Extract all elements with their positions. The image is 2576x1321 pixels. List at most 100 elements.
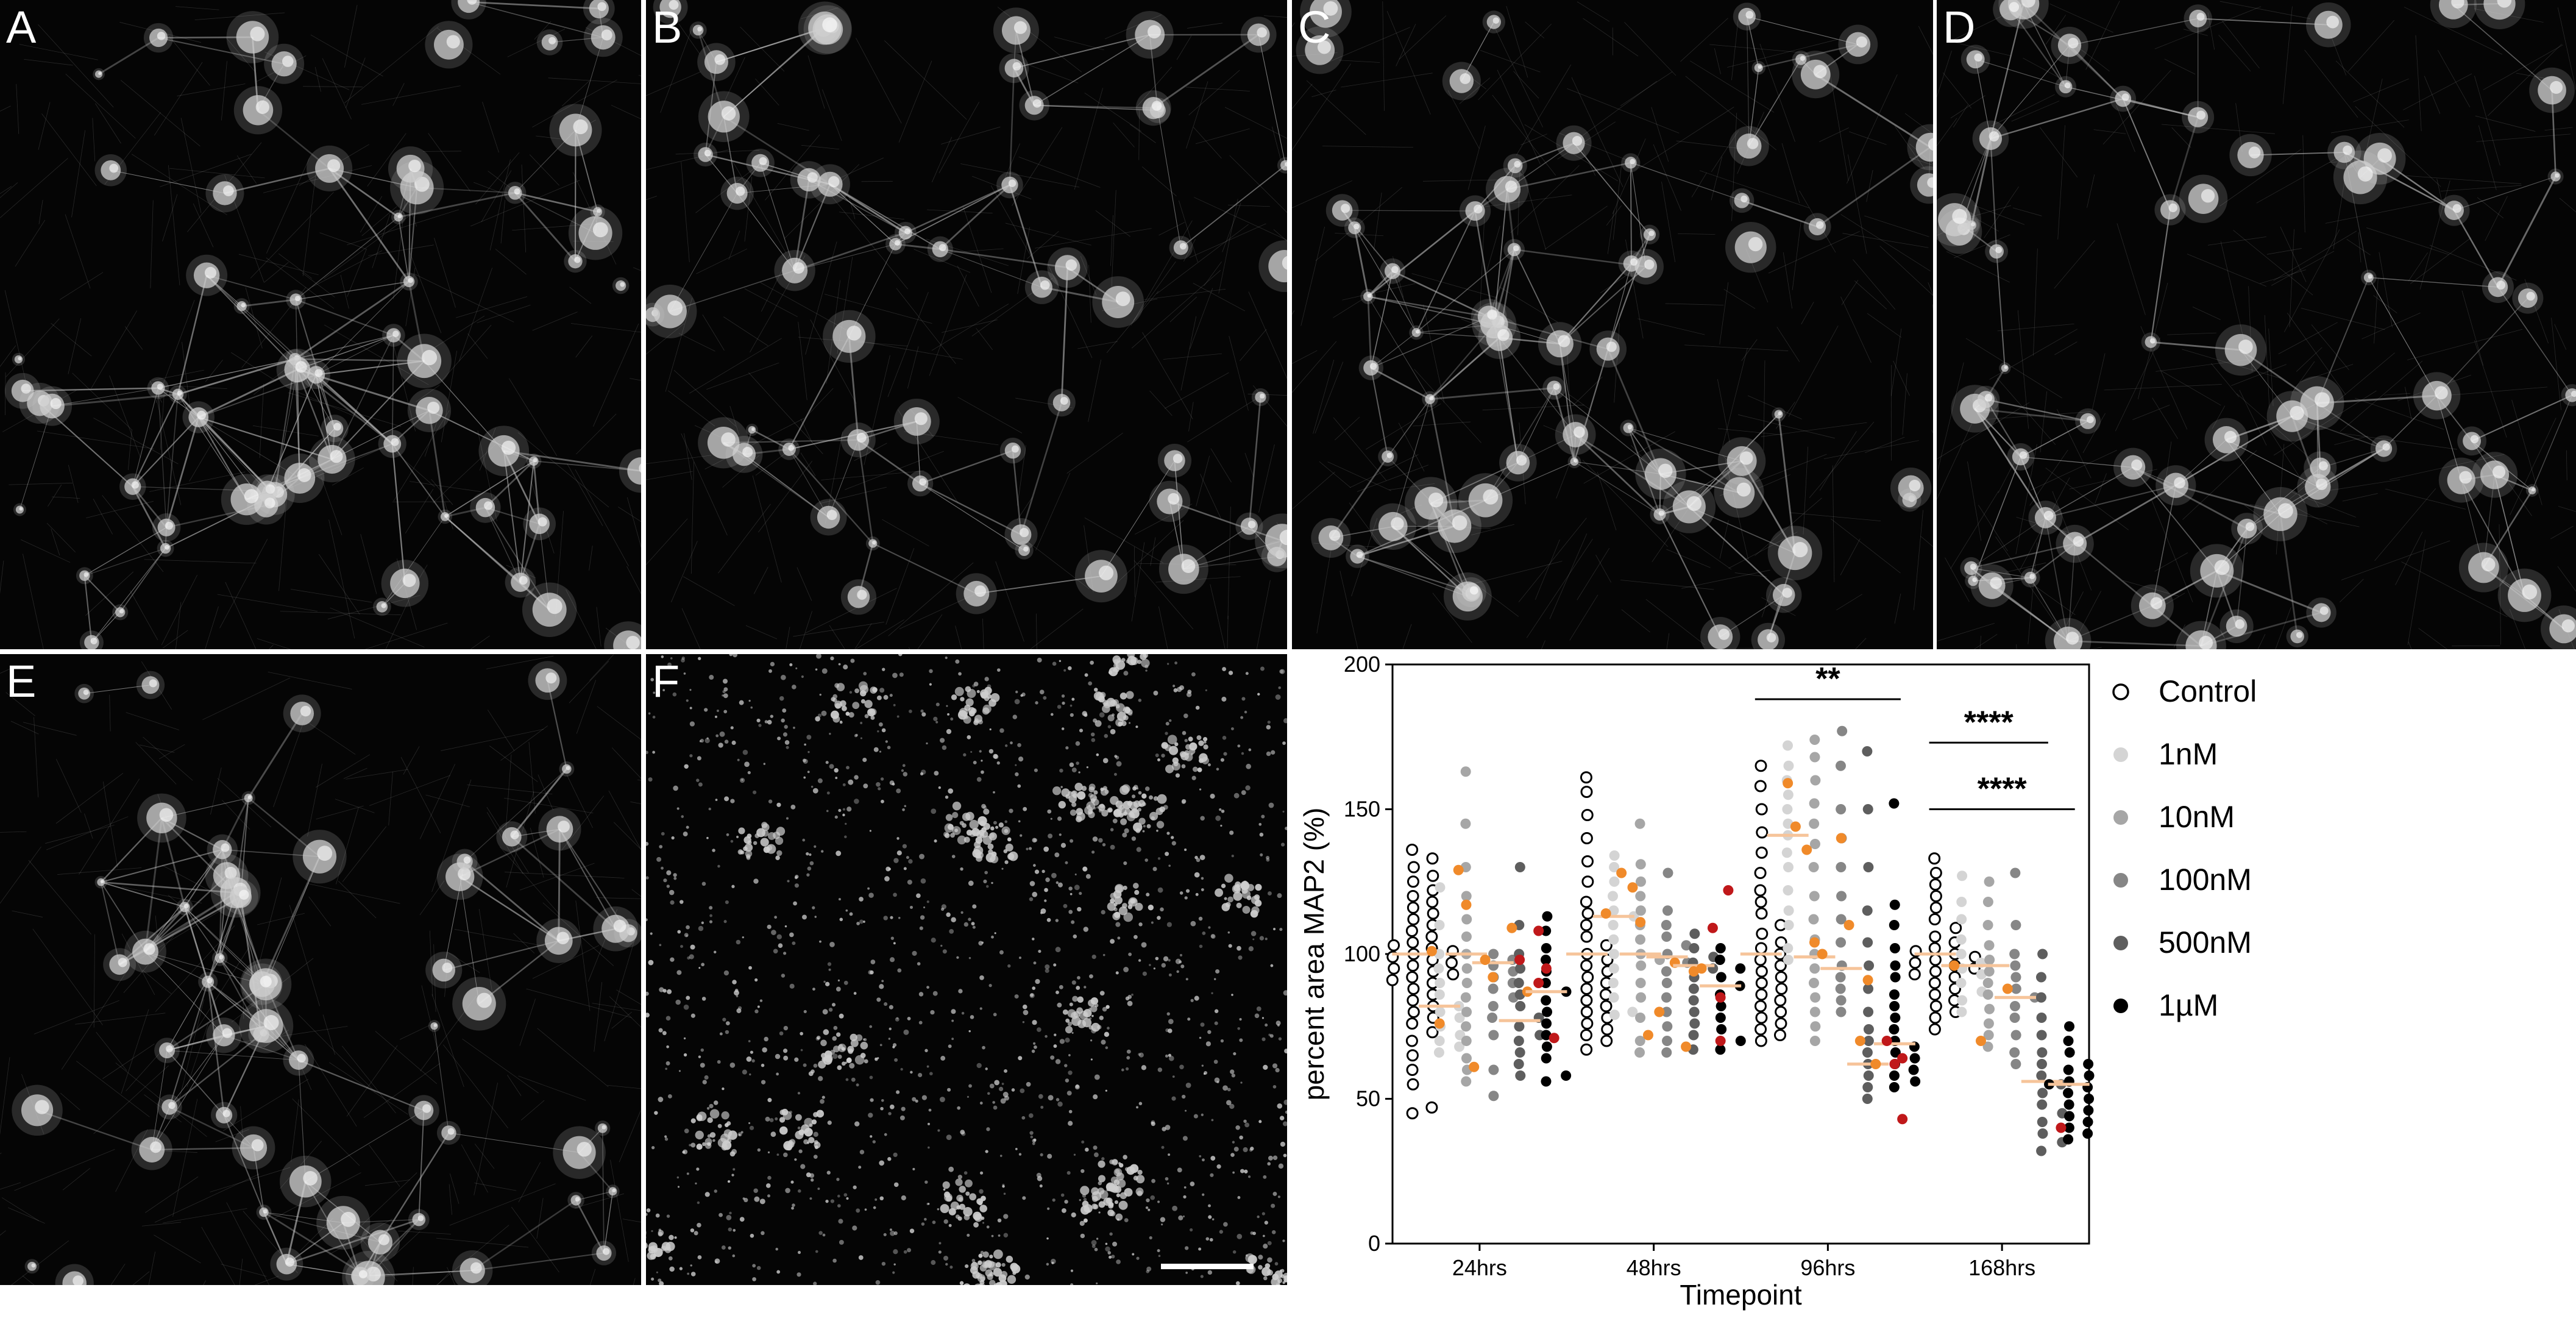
data-point: [1636, 960, 1647, 971]
highlight-point: [1533, 978, 1544, 988]
data-point: [1635, 1013, 1646, 1023]
data-point: [1983, 1018, 1994, 1029]
data-point: [1755, 896, 1767, 908]
highlight-point: [1897, 1114, 1908, 1125]
data-point: [1715, 1044, 1726, 1055]
data-point: [1541, 1018, 1552, 1029]
data-point: [1863, 1024, 1874, 1034]
panel-label: D: [1943, 2, 1976, 52]
data-point: [1950, 922, 1962, 935]
data-point: [2037, 1117, 2048, 1127]
highlight-point: [1627, 882, 1638, 893]
data-point: [1433, 1047, 1444, 1058]
data-point: [1735, 963, 1746, 974]
data-point: [1454, 1013, 1465, 1023]
data-point: [1754, 867, 1767, 879]
data-point: [2063, 1036, 2074, 1046]
data-point: [1488, 1064, 1499, 1075]
micrograph-panel-e: E: [0, 654, 641, 1285]
data-point: [1755, 760, 1767, 772]
data-point: [1608, 934, 1619, 945]
data-point: [1407, 994, 1419, 1006]
x-tick-label: 48hrs: [1627, 1255, 1681, 1280]
data-point: [1783, 943, 1794, 953]
data-point: [1681, 940, 1692, 951]
highlight-point: [1488, 972, 1499, 983]
data-point: [1984, 955, 1995, 965]
data-point: [1661, 920, 1672, 930]
data-point: [1715, 943, 1726, 953]
data-point: [1461, 1021, 1472, 1032]
data-point: [2009, 949, 2020, 960]
data-point: [1809, 752, 1820, 763]
data-point: [1909, 1053, 1920, 1064]
legend-marker: [2113, 810, 2128, 825]
data-point: [1929, 930, 1942, 943]
data-point: [1407, 861, 1420, 874]
legend-marker: [2112, 683, 2129, 700]
data-point: [1889, 920, 1900, 930]
highlight-point: [1635, 917, 1646, 928]
data-point: [1407, 902, 1419, 914]
highlight-point: [1642, 1030, 1653, 1041]
data-point: [1580, 1006, 1593, 1018]
micrograph-image: [0, 654, 641, 1285]
data-point: [1774, 960, 1787, 972]
data-point: [2084, 1070, 2095, 1081]
data-point: [2063, 1134, 2074, 1145]
highlight-point: [1949, 960, 1960, 971]
highlight-point: [1723, 885, 1734, 896]
data-point: [1890, 972, 1901, 983]
data-point: [1445, 956, 1458, 969]
data-point: [1809, 735, 1820, 745]
significance-label: **: [1815, 661, 1840, 697]
data-point: [1541, 1053, 1552, 1064]
data-point: [1908, 968, 1921, 981]
data-point: [1956, 897, 1967, 907]
data-point: [1809, 1036, 1820, 1046]
data-point: [1982, 897, 1993, 907]
highlight-point: [1461, 899, 1472, 910]
data-point: [1662, 905, 1673, 916]
data-point: [1862, 1082, 1873, 1092]
data-point: [1715, 1013, 1726, 1023]
legend-marker: [2113, 747, 2128, 762]
data-point: [1783, 905, 1794, 916]
data-point: [1956, 978, 1967, 988]
data-point: [1514, 862, 1525, 872]
data-point: [1661, 966, 1672, 977]
data-point: [2083, 1059, 2094, 1069]
data-point: [1609, 1009, 1620, 1020]
data-point: [1461, 891, 1472, 902]
data-point: [1461, 978, 1472, 988]
data-point: [2009, 1013, 2020, 1023]
data-point: [1928, 913, 1941, 925]
data-point: [1662, 867, 1673, 878]
data-point: [2083, 1105, 2094, 1116]
data-point: [1601, 1023, 1614, 1036]
significance-label: ****: [1978, 772, 2028, 807]
data-point: [1406, 1017, 1419, 1030]
data-point: [1461, 1006, 1472, 1017]
legend-label: 10nM: [2159, 800, 2235, 834]
x-tick-label: 168hrs: [1968, 1255, 2035, 1280]
data-point: [1406, 971, 1419, 983]
data-point: [1889, 1070, 1900, 1081]
series-10nM: [1445, 735, 2010, 1087]
data-point: [1608, 905, 1619, 916]
data-point: [1863, 983, 1874, 994]
data-point: [1889, 1082, 1900, 1092]
data-point: [1407, 960, 1419, 972]
data-point: [1862, 937, 1873, 948]
data-point: [1434, 1036, 1445, 1046]
data-point: [1434, 989, 1445, 1000]
data-point: [1425, 930, 1438, 943]
data-point: [1388, 962, 1400, 975]
data-point: [1928, 942, 1941, 955]
data-point: [1634, 1036, 1645, 1046]
highlight-point: [1469, 1061, 1480, 1072]
data-point: [1836, 862, 1847, 872]
highlight-point: [1809, 937, 1820, 948]
data-point: [1864, 960, 1875, 971]
data-point: [2010, 960, 2021, 971]
